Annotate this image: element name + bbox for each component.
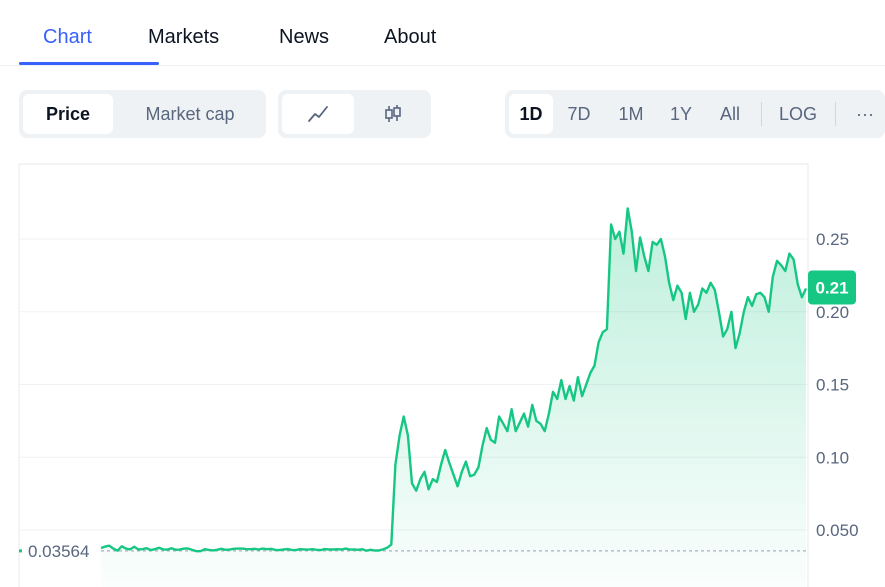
line-chart-button[interactable] <box>282 94 354 134</box>
tab-chart[interactable]: Chart <box>43 26 92 48</box>
reference-price-label: 0.03564 <box>28 542 89 561</box>
reference-price-marker <box>19 549 22 553</box>
tab-about[interactable]: About <box>384 26 437 48</box>
tab-markets[interactable]: Markets <box>148 26 220 48</box>
current-price-badge: 0.21 <box>808 270 856 305</box>
range-1m-option[interactable]: 1M <box>618 103 644 124</box>
range-toggle: 1D 7D 1M 1Y All LOG ··· <box>505 90 885 138</box>
price-series-line <box>100 207 808 553</box>
range-divider <box>761 102 762 126</box>
y-tick-label: 0.15 <box>816 376 849 395</box>
range-1d-option[interactable]: 1D <box>509 94 553 134</box>
y-tick-label: 0.20 <box>816 303 849 322</box>
line-chart-icon <box>308 106 328 122</box>
more-options-button[interactable]: ··· <box>856 103 874 124</box>
current-price-badge-background <box>808 270 856 305</box>
candlestick-button[interactable] <box>358 94 427 134</box>
chart-style-toggle <box>278 90 431 138</box>
range-1y-option[interactable]: 1Y <box>669 103 693 124</box>
tab-news[interactable]: News <box>279 26 330 48</box>
price-option[interactable]: Price <box>23 94 113 134</box>
price-area-fill <box>101 208 806 587</box>
active-tab-underline <box>19 62 159 65</box>
price-chart[interactable]: 0.25 0.20 0.15 0.10 0.050 0.03564 0.21 <box>0 160 885 587</box>
metric-toggle: Price Market cap <box>19 90 266 138</box>
log-scale-button[interactable]: LOG <box>778 103 817 124</box>
more-divider <box>835 102 836 126</box>
y-tick-label: 0.25 <box>816 230 849 249</box>
range-7d-option[interactable]: 7D <box>567 103 591 124</box>
y-tick-label: 0.10 <box>816 448 849 467</box>
candlestick-icon <box>384 105 401 122</box>
market-cap-option[interactable]: Market cap <box>145 103 235 124</box>
current-price-label: 0.21 <box>815 278 848 297</box>
range-all-option[interactable]: All <box>719 103 740 124</box>
y-tick-label: 0.050 <box>816 521 859 540</box>
top-tab-bar: Chart Markets News About <box>0 0 885 66</box>
